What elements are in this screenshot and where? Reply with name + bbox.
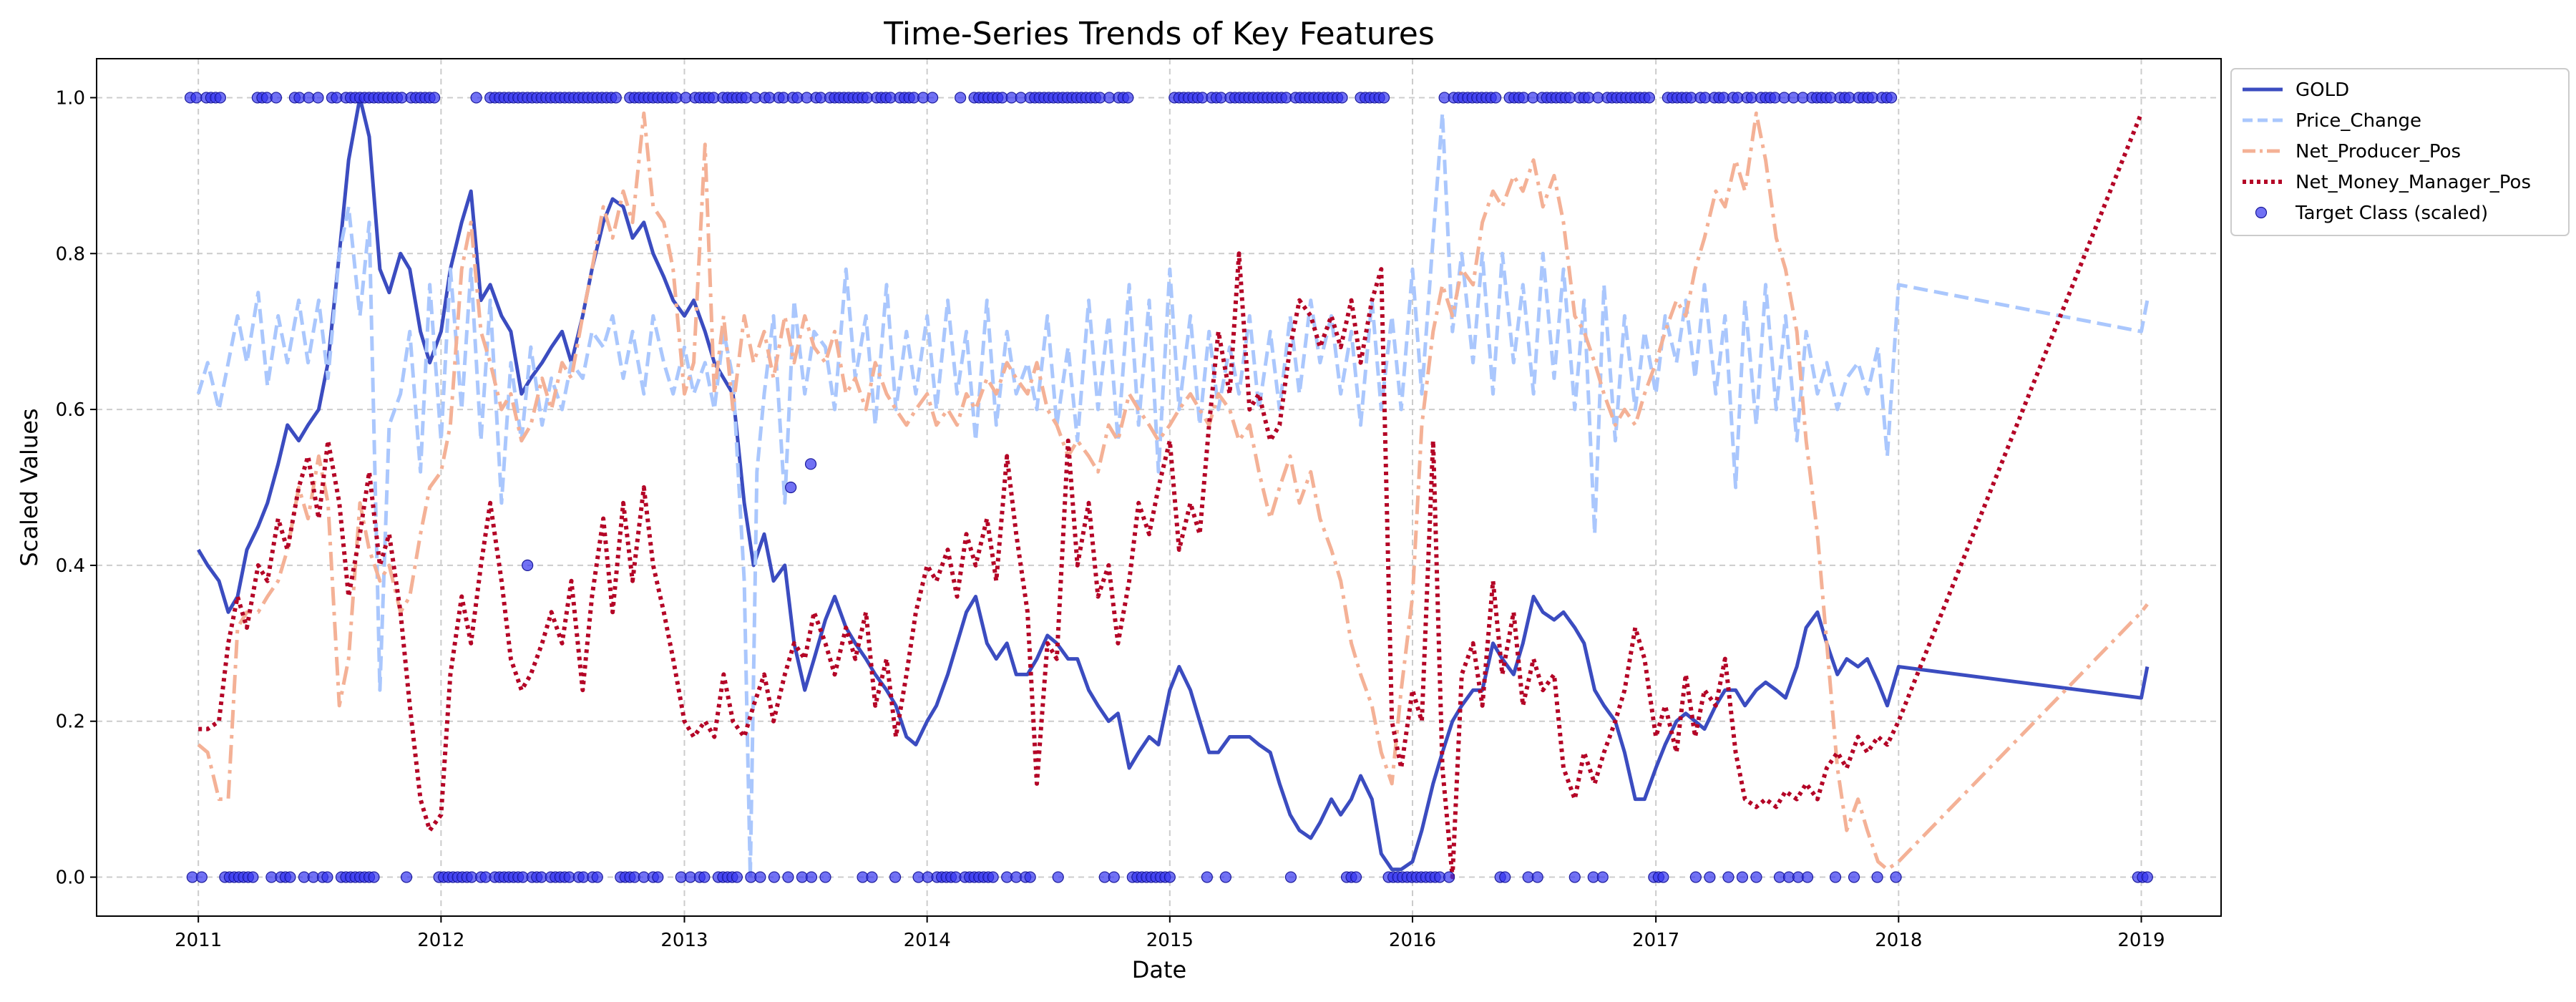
target-class-point [1163, 871, 1176, 883]
legend-box [2230, 68, 2570, 236]
target-class-point [428, 92, 441, 104]
target-class-point [785, 481, 797, 494]
target-class-point [768, 871, 781, 883]
target-class-point [270, 92, 283, 104]
target-class-point [1219, 871, 1231, 883]
target-class-point [1024, 871, 1036, 883]
target-class-point [1722, 871, 1735, 883]
legend-label: Price_Change [2296, 110, 2421, 132]
target-class-point [1689, 871, 1702, 883]
target-class-point [782, 871, 794, 883]
target-class-point [754, 871, 766, 883]
series-line-net-producer-pos [197, 111, 2149, 872]
target-class-point [1848, 871, 1860, 883]
target-class-point [1531, 871, 1543, 883]
legend-marker [2255, 206, 2268, 219]
target-class-point [284, 871, 296, 883]
target-class-point [1336, 92, 1348, 104]
target-class-point [866, 871, 878, 883]
legend-label: Net_Money_Manager_Pos [2296, 172, 2531, 193]
x-tick-label: 2016 [1389, 930, 1436, 951]
target-class-point [1108, 871, 1120, 883]
target-class-point [312, 92, 324, 104]
target-class-point [522, 559, 534, 572]
target-class-point [652, 871, 664, 883]
x-tick-label: 2015 [1146, 930, 1194, 951]
target-class-point [1643, 92, 1655, 104]
target-class-point [1871, 871, 1883, 883]
target-class-point [1750, 871, 1762, 883]
target-class-point [470, 92, 482, 104]
target-class-point [1490, 92, 1502, 104]
target-class-point [400, 871, 413, 883]
target-class-point [190, 92, 203, 104]
x-tick-label: 2018 [1875, 930, 1922, 951]
legend: GOLD Price_Change Net_Producer_Pos Net_Mone… [2230, 68, 2570, 236]
target-class-point [804, 458, 817, 470]
target-class-point [247, 871, 259, 883]
target-class-point [1122, 92, 1134, 104]
y-tick-label: 0.8 [56, 243, 85, 265]
target-class-point [1350, 871, 1362, 883]
target-class-point [1568, 871, 1581, 883]
target-class-point [1201, 871, 1213, 883]
scatter-layer [184, 92, 2153, 883]
target-class-point [1443, 871, 1455, 883]
x-axis-ticks: 2011 2012 2013 2014 2015 2016 2017 2018 2019 [175, 916, 2165, 951]
target-class-point [819, 871, 831, 883]
y-axis-ticks: 0.0 0.2 0.4 0.6 0.8 1.0 [56, 87, 97, 889]
target-class-point [591, 871, 603, 883]
target-class-point [1377, 92, 1390, 104]
x-tick-label: 2013 [660, 930, 708, 951]
chart-title: Time-Series Trends of Key Features [883, 16, 1435, 52]
series-layer [196, 96, 2150, 880]
y-axis-label: Scaled Values [16, 408, 43, 566]
legend-label: Target Class (scaled) [2295, 203, 2488, 224]
y-tick-label: 0.6 [56, 399, 85, 421]
x-tick-label: 2019 [2117, 930, 2165, 951]
target-class-point [889, 871, 902, 883]
target-class-point [195, 871, 208, 883]
target-class-point [1596, 871, 1609, 883]
x-tick-label: 2017 [1632, 930, 1679, 951]
target-class-point [1499, 871, 1511, 883]
x-tick-label: 2011 [175, 930, 222, 951]
target-class-point [955, 92, 967, 104]
target-class-point [1657, 871, 1669, 883]
target-class-point [1704, 871, 1716, 883]
legend-label: GOLD [2296, 79, 2349, 101]
target-class-point [805, 871, 818, 883]
target-class-point [2141, 871, 2153, 883]
target-class-point [731, 871, 743, 883]
y-tick-label: 0.0 [56, 867, 85, 889]
target-class-point [1890, 871, 1902, 883]
x-tick-label: 2012 [417, 930, 464, 951]
target-class-point [1801, 871, 1814, 883]
series-line-net-money-manager-pos [198, 112, 2144, 880]
target-class-point [987, 871, 999, 883]
target-class-point [1885, 92, 1898, 104]
x-tick-label: 2014 [904, 930, 951, 951]
target-class-point [321, 871, 333, 883]
y-tick-label: 0.2 [56, 711, 85, 733]
target-class-point [1736, 871, 1749, 883]
target-class-point [1284, 871, 1297, 883]
x-axis-label: Date [1132, 956, 1186, 983]
y-tick-label: 1.0 [56, 87, 85, 109]
target-class-point [610, 92, 622, 104]
target-class-point [1052, 871, 1064, 883]
target-class-point [1829, 871, 1842, 883]
plot-frame [96, 58, 2222, 917]
legend-label: Net_Producer_Pos [2296, 141, 2461, 162]
target-class-point [698, 871, 711, 883]
target-class-point [926, 92, 939, 104]
series-line-price-change [196, 111, 2150, 879]
y-tick-label: 0.4 [56, 555, 85, 577]
target-class-point [214, 92, 226, 104]
target-class-point [368, 871, 380, 883]
